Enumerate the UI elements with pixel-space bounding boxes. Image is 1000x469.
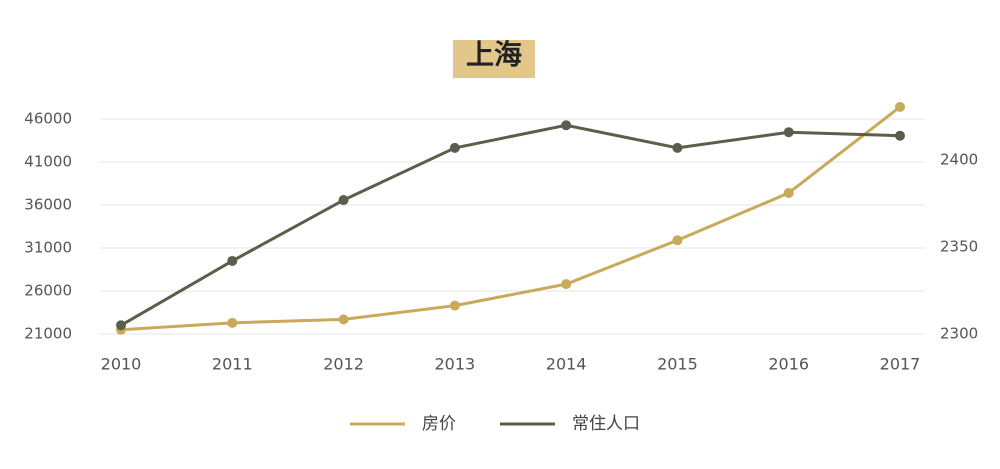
y-tick-label: 31000	[24, 239, 72, 257]
y-tick-label: 36000	[24, 196, 72, 214]
x-tick-label: 2016	[768, 355, 809, 374]
x-tick-label: 2011	[212, 355, 253, 374]
y2-tick-label: 2400	[940, 151, 978, 169]
x-tick-label: 2014	[546, 355, 587, 374]
data-point	[561, 120, 572, 131]
data-point	[338, 195, 349, 206]
x-tick-label: 2015	[657, 355, 698, 374]
series-line	[120, 123, 901, 327]
x-tick-label: 2013	[434, 355, 475, 374]
data-point	[561, 279, 572, 290]
y-tick-label: 46000	[24, 110, 72, 128]
data-point	[895, 130, 905, 141]
x-tick-label: 2017	[880, 355, 921, 374]
data-point	[449, 300, 460, 311]
y2-tick-label: 2350	[940, 238, 978, 256]
legend-label: 房价	[422, 414, 456, 434]
y-tick-label: 21000	[24, 325, 72, 343]
data-point	[449, 142, 460, 153]
data-point	[227, 317, 238, 328]
data-point	[783, 187, 794, 198]
data-point	[672, 142, 683, 153]
data-point	[895, 101, 905, 112]
data-point	[116, 320, 126, 331]
data-point	[338, 314, 349, 325]
series-line	[120, 105, 901, 332]
data-point	[783, 127, 794, 138]
x-tick-label: 2010	[101, 355, 142, 374]
data-point	[227, 255, 238, 266]
y-tick-label: 41000	[24, 153, 72, 171]
x-tick-label: 2012	[323, 355, 364, 374]
chart-title: 上海	[466, 38, 522, 71]
y-tick-label: 26000	[24, 282, 72, 300]
y2-tick-label: 2300	[940, 325, 978, 343]
legend-label: 常住人口	[572, 414, 640, 434]
title-highlight	[453, 40, 535, 78]
data-point	[672, 235, 683, 246]
